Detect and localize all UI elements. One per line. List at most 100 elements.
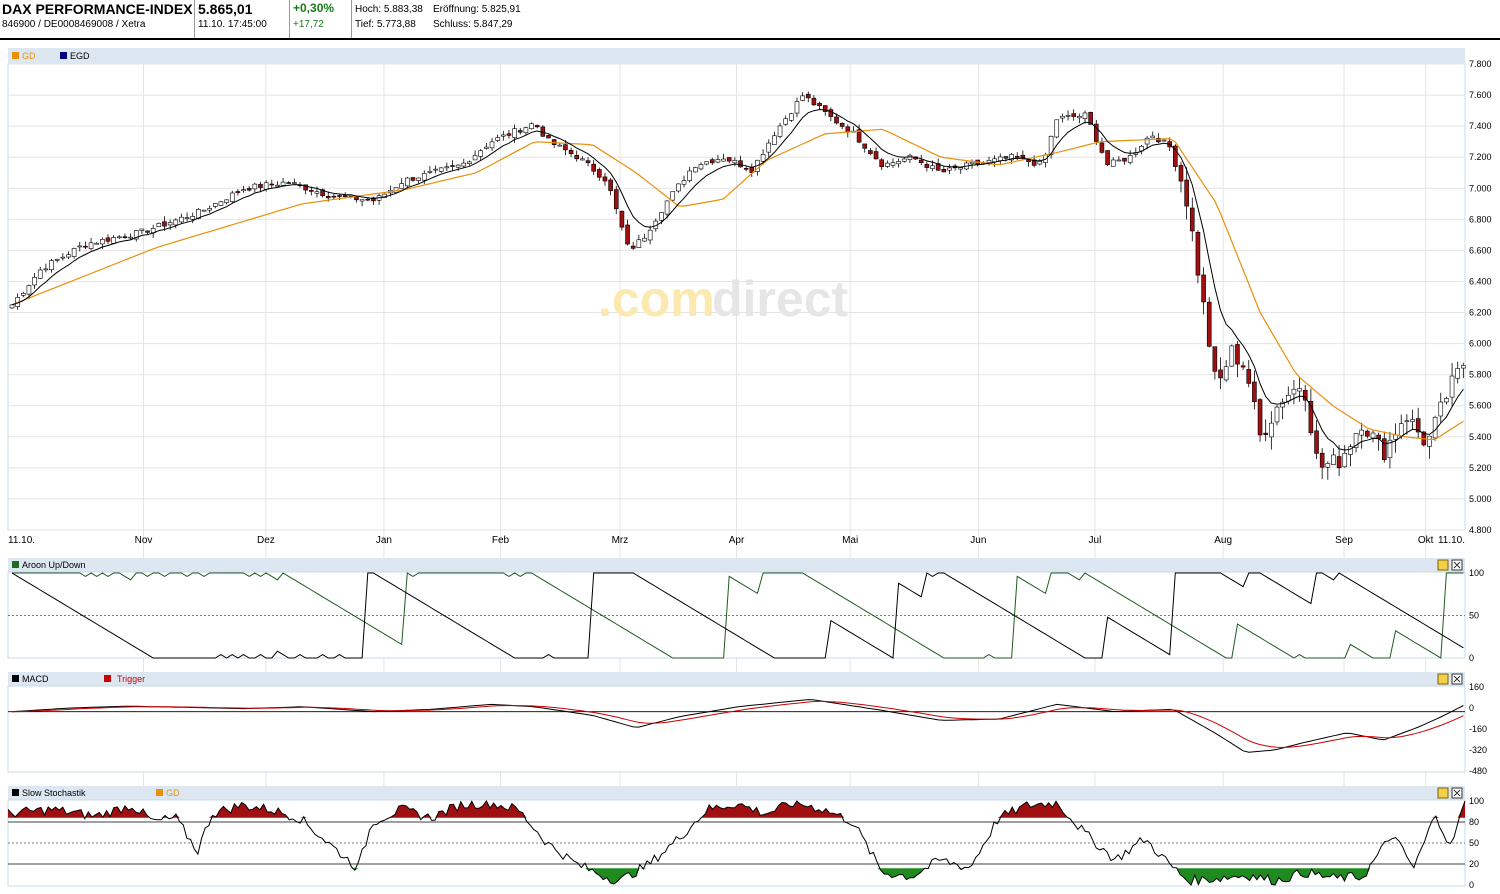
- aroon-y-axis: 100 50 0: [1469, 568, 1484, 663]
- candle-body: [1359, 429, 1365, 436]
- instrument-cell: DAX PERFORMANCE-INDEX 846900 / DE0008469…: [0, 0, 195, 38]
- candle-body: [1404, 420, 1410, 423]
- candle-body: [805, 93, 811, 99]
- candle-body: [856, 129, 862, 143]
- macd-settings-button[interactable]: [1437, 673, 1449, 685]
- candle-body: [433, 168, 438, 171]
- candle-body: [190, 216, 196, 220]
- gd-legend-swatch: [12, 52, 19, 59]
- candle-body: [438, 167, 444, 172]
- candle-body: [890, 162, 896, 166]
- candle-body: [839, 122, 845, 127]
- change-percent: +0,30%: [293, 1, 335, 15]
- candle-body: [410, 177, 416, 181]
- candle-body: [1370, 432, 1376, 439]
- candle-body: [1037, 161, 1043, 165]
- candle-body: [630, 245, 636, 249]
- stoch-close-icon: [1453, 789, 1461, 797]
- candle-body: [1206, 301, 1212, 347]
- candle-body: [636, 239, 642, 248]
- candle-body: [1093, 123, 1099, 142]
- candle-body: [1150, 135, 1156, 139]
- macd-plot-frame: [7, 685, 1466, 773]
- stoch-y-axis: 100 80 50 20 0: [1469, 796, 1484, 890]
- candle-body: [342, 195, 348, 197]
- aroon-settings-button[interactable]: [1437, 559, 1449, 571]
- candle-body: [213, 203, 218, 207]
- candle-body: [523, 127, 529, 134]
- candle-body: [563, 144, 568, 151]
- candle-body: [1071, 113, 1076, 117]
- candle-body: [941, 168, 947, 173]
- candle-body: [800, 95, 805, 101]
- change-absolute: +17,72: [293, 19, 324, 30]
- candle-body: [241, 189, 246, 192]
- candle-body: [1189, 207, 1195, 232]
- candle-body: [574, 155, 580, 160]
- candle-body: [421, 173, 427, 181]
- candle-body: [325, 196, 331, 199]
- candle-body: [252, 183, 258, 190]
- x-tick-label: Sep: [1335, 535, 1353, 546]
- candle-body: [484, 146, 489, 149]
- candle-body: [26, 285, 32, 295]
- candle-body: [772, 135, 777, 145]
- y-tick-label: -320: [1469, 745, 1487, 755]
- candle-body: [207, 208, 212, 211]
- candle-body: [1269, 422, 1274, 438]
- candle-body: [71, 248, 77, 257]
- candle-body: [1353, 433, 1359, 449]
- candle-body: [958, 167, 964, 170]
- main-x-axis: 11.10. Nov Dez Jan Feb Mrz Apr Mai Jun Jul Aug Sep O…: [8, 535, 1465, 546]
- candle-body: [478, 150, 484, 157]
- stoch-grid: [8, 821, 1465, 865]
- watermark-com: .com: [598, 271, 715, 327]
- candle-body: [111, 237, 116, 244]
- trigger-legend-swatch: [104, 675, 111, 682]
- y-tick-label: 6.200: [1469, 308, 1492, 318]
- candle-body: [1342, 453, 1348, 468]
- stoch-settings-button[interactable]: [1437, 787, 1449, 799]
- candle-body: [399, 183, 404, 189]
- close-value: Schluss: 5.847,29: [433, 19, 513, 30]
- candle-body: [726, 157, 732, 162]
- candle-body: [365, 198, 371, 201]
- candle-body: [1099, 142, 1105, 153]
- candle-body: [529, 123, 534, 130]
- candle-body: [331, 195, 337, 198]
- y-tick-label: 5.800: [1469, 370, 1492, 380]
- candle-body: [896, 161, 901, 165]
- stoch-gd-label: GD: [166, 788, 180, 798]
- candle-body: [495, 137, 500, 141]
- candle-body: [1065, 115, 1071, 117]
- candle-body: [393, 187, 399, 193]
- candle-body: [224, 199, 229, 203]
- candle-body: [116, 236, 122, 239]
- candle-body: [1319, 452, 1325, 468]
- candle-body: [467, 161, 472, 164]
- candle-body: [1365, 430, 1370, 437]
- candle-body: [94, 242, 100, 245]
- candle-body: [664, 200, 670, 215]
- y-tick-label: 5.200: [1469, 463, 1492, 473]
- candle-body: [258, 184, 263, 188]
- candle-body: [591, 163, 596, 172]
- egd-legend-label: EGD: [70, 51, 90, 61]
- x-tick-label: Jul: [1089, 535, 1102, 546]
- candle-body: [37, 269, 43, 279]
- candle-body: [873, 151, 879, 160]
- candle-body: [585, 160, 591, 164]
- y-tick-label: -480: [1469, 766, 1487, 776]
- candle-body: [184, 217, 190, 219]
- candle-body: [1195, 231, 1201, 276]
- candle-body: [1308, 400, 1314, 434]
- candle-body: [1229, 345, 1235, 367]
- candle-body: [1184, 179, 1189, 207]
- candle-body: [1161, 139, 1167, 142]
- candle-body: [1274, 406, 1280, 423]
- candle-body: [568, 150, 574, 154]
- macd-close-icon: [1453, 675, 1461, 683]
- egd-legend-swatch: [60, 52, 67, 59]
- candle-body: [246, 188, 252, 191]
- candle-body: [489, 141, 495, 149]
